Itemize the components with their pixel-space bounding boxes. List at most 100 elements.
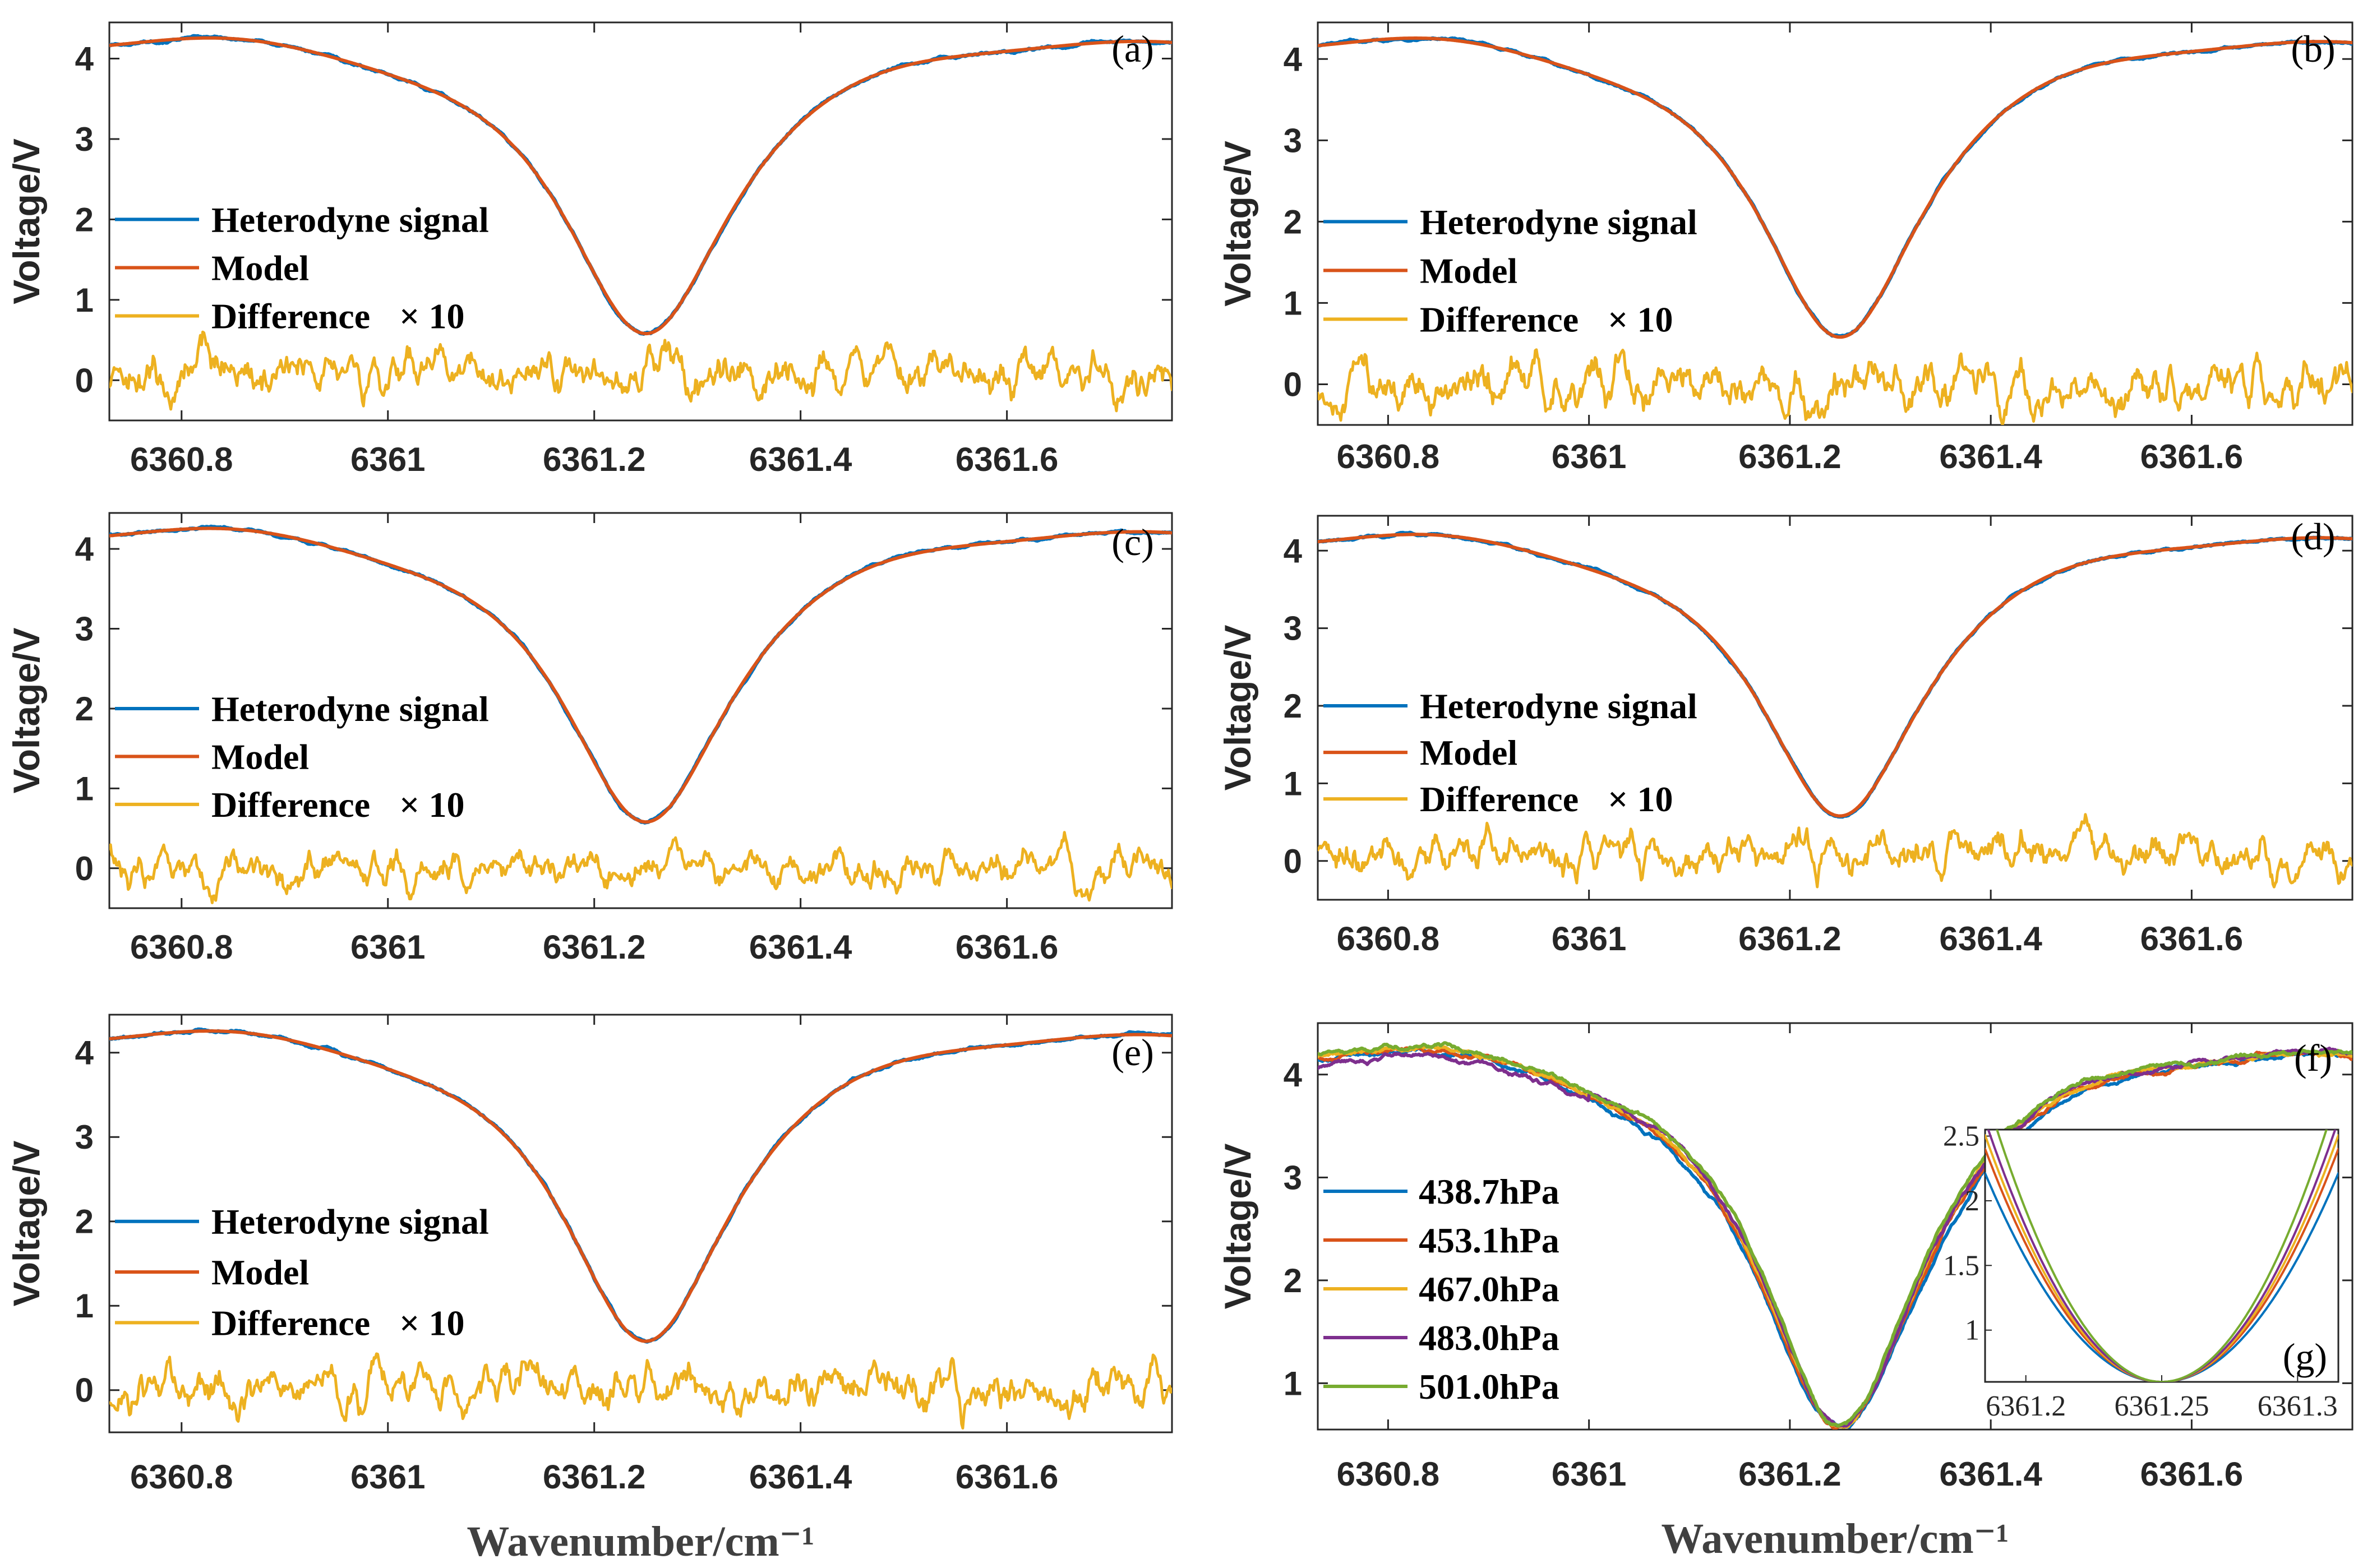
y-tick-label: 3 (75, 121, 94, 158)
series-model (1318, 533, 2352, 818)
panel-e: 6360.8 6361 6361.2 6361.4 6361.6 0 1 2 3 4 Voltage… (6, 1014, 1173, 1565)
x-tick-label: 6361.6 (2140, 1455, 2244, 1493)
y-tick-label: 4 (75, 1034, 94, 1072)
y-tick-label: 0 (75, 850, 94, 887)
plot-area (109, 524, 1172, 904)
x-tick-label: 6360.8 (130, 1458, 233, 1496)
x-tick-label: 6360.8 (1337, 920, 1440, 958)
y-tick-label: 1 (1284, 284, 1302, 322)
series-difference (109, 1352, 1172, 1430)
x-tick-label: 6361 (350, 1458, 425, 1496)
legend-label: Difference (211, 297, 370, 336)
legend-label: Heterodyne signal (1420, 202, 1697, 242)
y-tick-label: 2 (1284, 203, 1302, 240)
panel-tag: (b) (2291, 27, 2335, 70)
x-tick-label: 6361.6 (2140, 920, 2244, 958)
x-tick-label: 6361.4 (749, 928, 852, 966)
y-tick-label: 4 (75, 530, 94, 568)
panel-tag: (e) (1111, 1031, 1153, 1074)
x-tick-label: 6361.2 (1738, 1455, 1842, 1493)
legend-label: Difference (1420, 299, 1579, 339)
y-tick-label: 0 (1284, 366, 1302, 403)
panel-tag: (a) (1111, 27, 1153, 70)
y-axis-label: Voltage/V (1217, 625, 1258, 791)
inset-x-tick-label: 6361.25 (2115, 1390, 2209, 1422)
y-tick-label: 2 (75, 201, 94, 238)
panel-tag: (f) (2294, 1037, 2332, 1079)
x-tick-label: 6361.2 (1738, 920, 1842, 958)
x-tick-label: 6361 (1552, 438, 1626, 475)
panel-tag: (d) (2291, 515, 2335, 558)
x-tick-label: 6360.8 (130, 441, 233, 478)
legend-label: 438.7hPa (1419, 1172, 1559, 1211)
plot-area (1318, 1041, 2352, 1430)
y-tick-label: 3 (1284, 610, 1302, 647)
inset-series-483.0hPa (1987, 1130, 2337, 1382)
inset-y-tick-label: 1.5 (1943, 1250, 1979, 1282)
inset-series-501.0hPa (1996, 1130, 2328, 1382)
legend-label: 467.0hPa (1419, 1269, 1559, 1309)
series-model (109, 1029, 1172, 1343)
y-tick-label: 1 (1284, 1365, 1302, 1402)
y-tick-label: 1 (75, 1287, 94, 1325)
plot-area (109, 1027, 1172, 1430)
x-tick-label: 6361.4 (749, 1458, 852, 1496)
legend-label: Model (211, 737, 309, 776)
x-axis-label: Wavenumber/cm⁻¹ (467, 1518, 814, 1565)
y-axis-label: Voltage/V (6, 138, 47, 304)
legend-label: Heterodyne signal (211, 1202, 489, 1242)
x-tick-label: 6361.2 (543, 1458, 646, 1496)
series-difference (109, 330, 1172, 413)
legend-label: Model (1420, 733, 1517, 773)
y-tick-label: 2 (75, 690, 94, 728)
x-tick-label: 6361.4 (1939, 438, 2042, 475)
y-tick-label: 2 (1284, 687, 1302, 725)
panel-f: 6360.8 6361 6361.2 6361.4 6361.6 1 2 3 4 Voltage/… (1217, 1022, 2353, 1562)
y-tick-label: 3 (1284, 122, 1302, 159)
panel-d: 6360.8 6361 6361.2 6361.4 6361.6 0 1 2 3 4 Voltage… (1217, 515, 2353, 958)
x-axis-label: Wavenumber/cm⁻¹ (1661, 1515, 2009, 1562)
x-tick-label: 6361.6 (956, 928, 1059, 966)
y-tick-label: 0 (75, 362, 94, 399)
y-tick-label: 4 (1284, 40, 1303, 78)
y-tick-label: 2 (1284, 1262, 1302, 1299)
y-tick-label: 3 (75, 1118, 94, 1156)
plot-area (1318, 530, 2352, 889)
x-tick-label: 6361.6 (956, 1458, 1059, 1496)
inset-series-453.1hPa (1985, 1148, 2338, 1382)
y-axis-label: Voltage/V (1217, 1144, 1258, 1310)
x-tick-label: 6361.4 (1939, 920, 2042, 958)
figure-root: 6360.8 6361 6361.2 6361.4 6361.6 0 1 2 3 4 Voltage… (6, 21, 2353, 1565)
legend-label: 483.0hPa (1419, 1318, 1559, 1358)
inset-x-tick-label: 6361.2 (1986, 1390, 2066, 1422)
legend-multiplier: × 10 (399, 785, 464, 825)
legend-label: Difference (1420, 779, 1579, 819)
legend-label: Difference (211, 785, 370, 825)
inset-x-tick-label: 6361.3 (2258, 1390, 2338, 1422)
y-tick-label: 4 (1284, 1056, 1303, 1094)
series-model (109, 526, 1172, 824)
plot-frame (1317, 21, 2353, 426)
inset-series-467.0hPa (1985, 1134, 2338, 1382)
x-tick-label: 6361 (350, 441, 425, 478)
y-tick-label: 1 (75, 770, 94, 807)
inset-panel-g: 6361.2 6361.25 6361.3 1 1.5 2 2.5 (g) (1943, 1121, 2339, 1422)
plot-frame (108, 21, 1173, 422)
plot-frame (108, 1014, 1173, 1433)
x-tick-label: 6361.4 (749, 441, 852, 478)
x-tick-label: 6361.2 (543, 928, 646, 966)
legend-label: Heterodyne signal (211, 200, 489, 239)
legend-multiplier: × 10 (1608, 299, 1673, 339)
legend-label: Model (211, 1252, 309, 1292)
y-tick-label: 4 (1284, 532, 1303, 570)
legend-label: 501.0hPa (1419, 1367, 1559, 1407)
series-501.0hPa (1318, 1041, 2352, 1428)
legend-label: Model (1420, 251, 1517, 290)
y-tick-label: 2 (75, 1203, 94, 1241)
y-tick-label: 3 (75, 610, 94, 648)
y-tick-label: 3 (1284, 1159, 1302, 1196)
x-tick-label: 6361.4 (1939, 1455, 2042, 1493)
series-model (109, 36, 1172, 336)
x-tick-label: 6361 (350, 928, 425, 966)
